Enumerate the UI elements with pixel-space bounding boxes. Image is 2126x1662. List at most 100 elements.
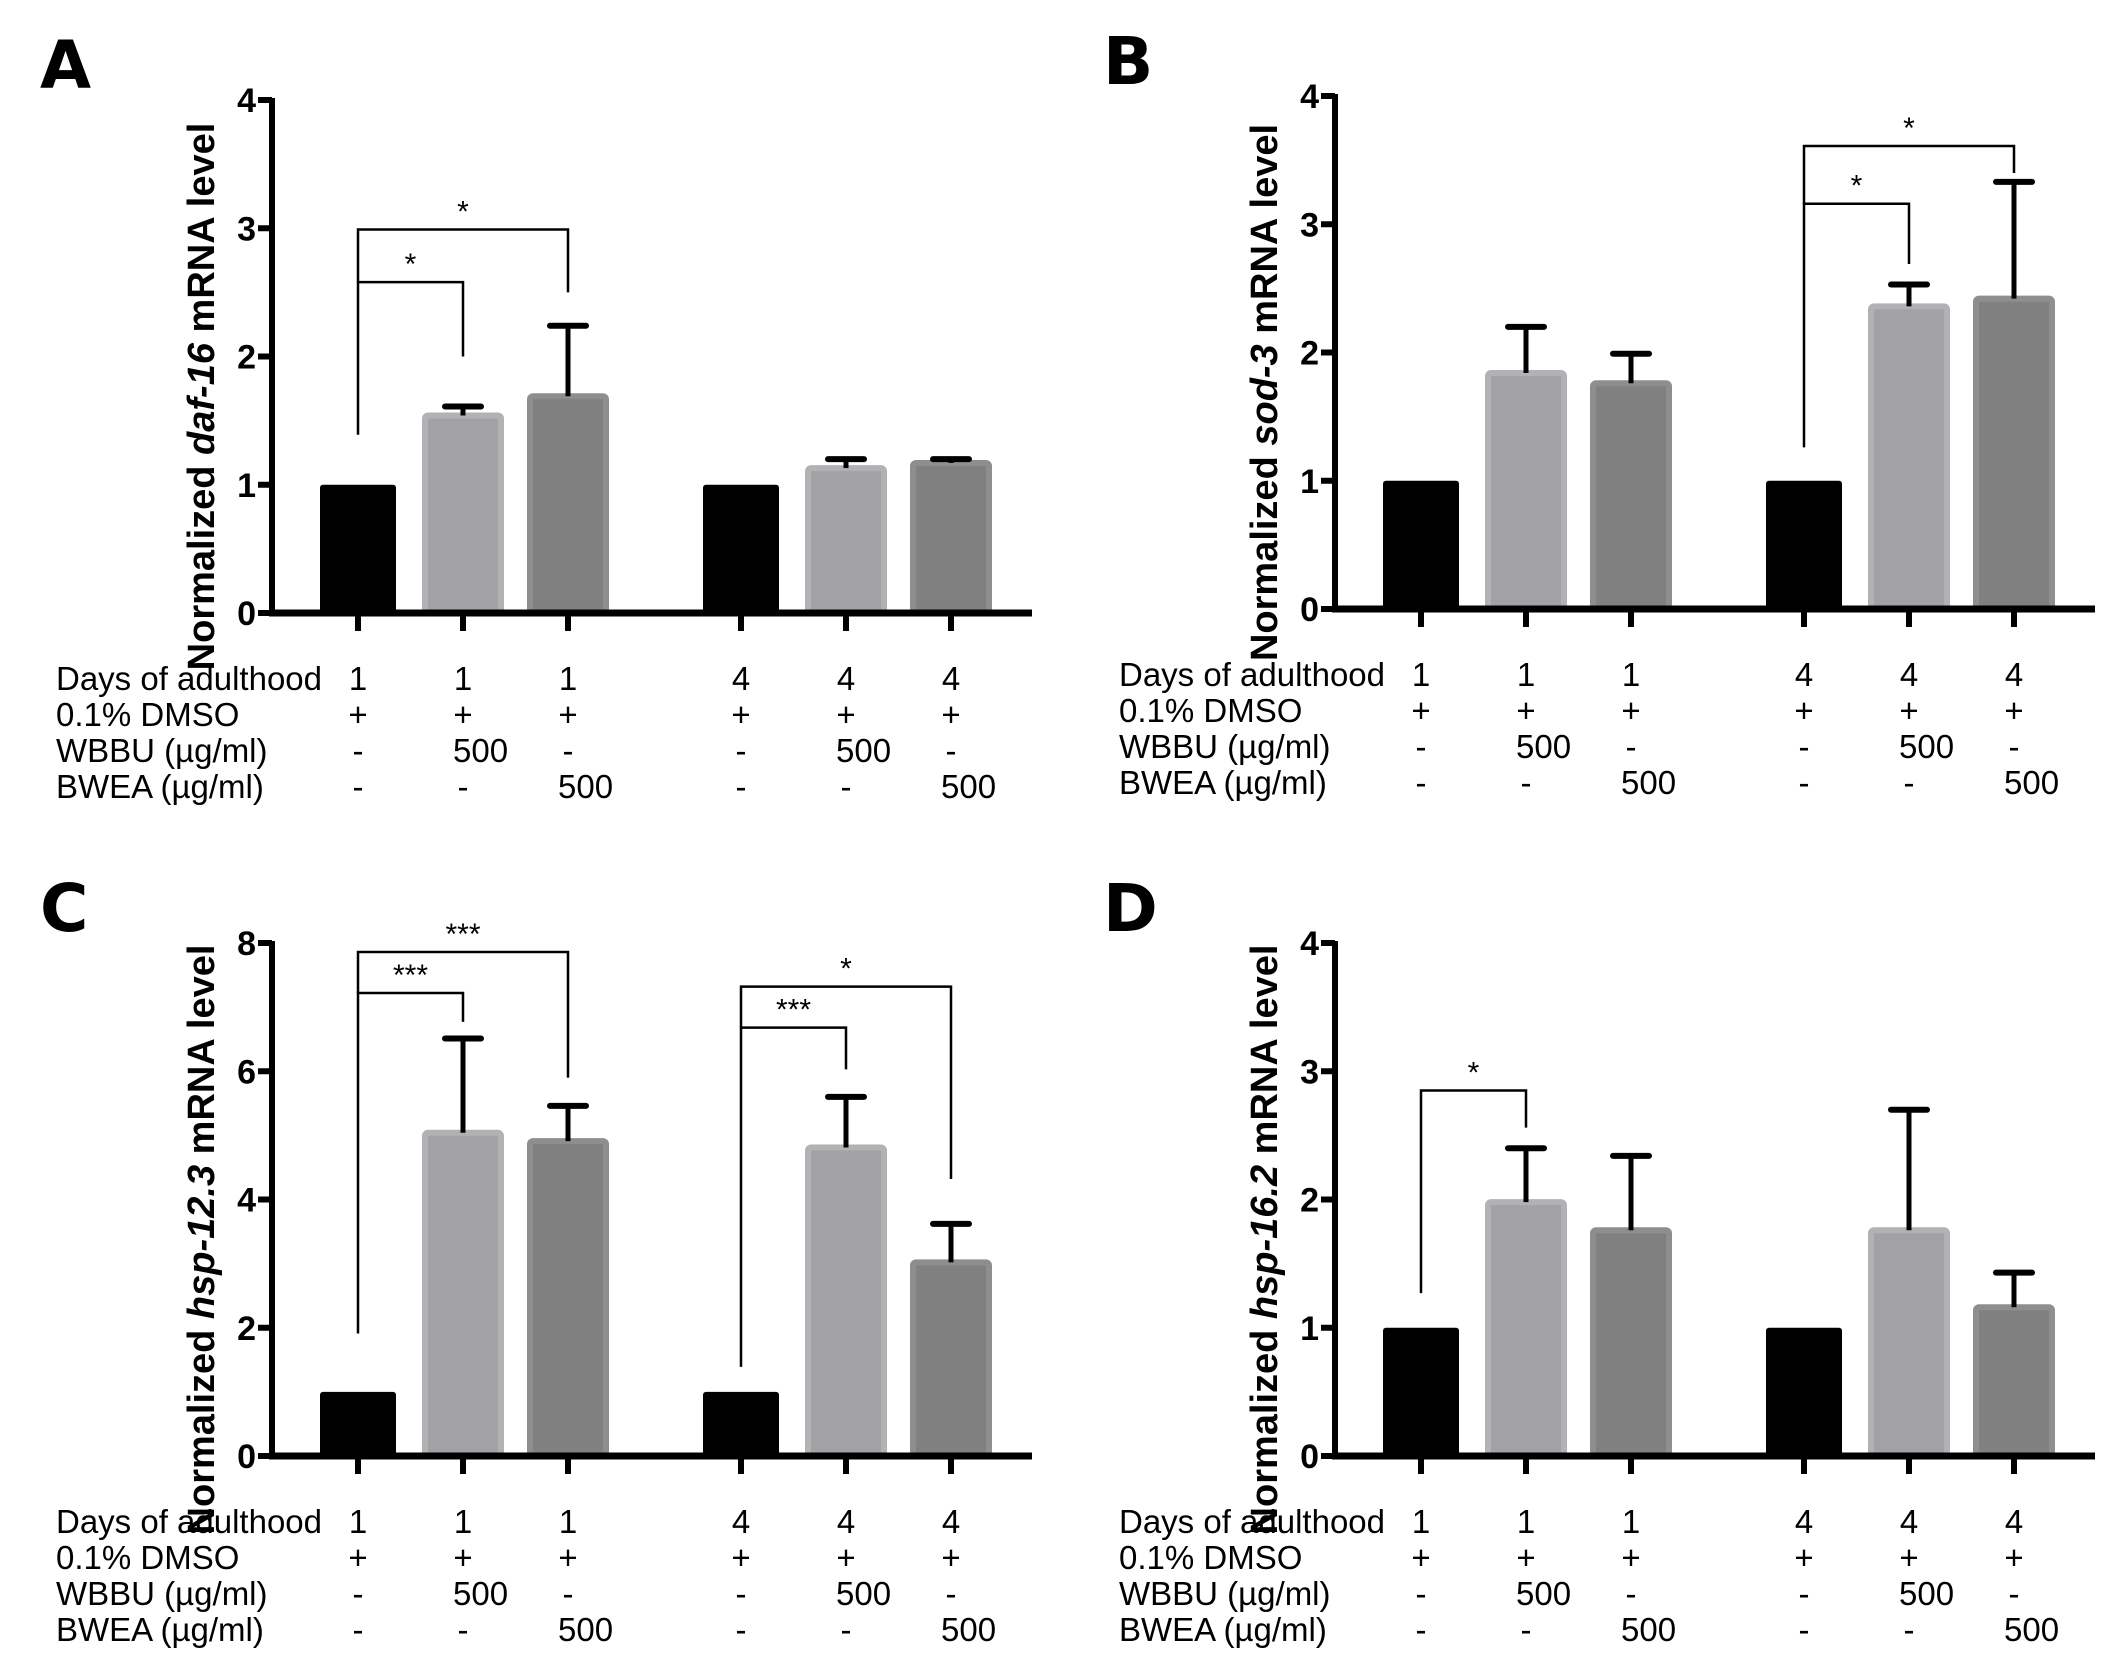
- condition-row-label: BWEA (µg/ml): [56, 768, 264, 805]
- condition-cell: 1: [559, 1503, 577, 1540]
- y-label-prefix: Normalized: [181, 1319, 223, 1534]
- y-tick-label: 4: [1300, 925, 1319, 963]
- condition-cell: 4: [942, 1503, 960, 1540]
- condition-cell: +: [1899, 1539, 1918, 1576]
- condition-cell: +: [453, 696, 472, 733]
- significance-label: *: [1851, 170, 1863, 203]
- significance-label: *: [1468, 1056, 1480, 1089]
- condition-cell: 500: [941, 1611, 996, 1648]
- y-tick-label: 2: [1300, 335, 1319, 373]
- significance-bracket: [356, 950, 570, 1078]
- condition-cell: 500: [1516, 728, 1571, 765]
- y-tick-label: 0: [237, 595, 256, 633]
- y-axis-label: Normalized hsp-12.3 mRNA level: [181, 945, 223, 1535]
- y-tick-label: 1: [1300, 463, 1319, 501]
- bar: [910, 1259, 992, 1459]
- y-label-gene: sod-3: [1244, 344, 1286, 445]
- bar: [1973, 1304, 2055, 1460]
- bar: [703, 484, 779, 613]
- condition-cell: -: [736, 1611, 747, 1648]
- y-tick-label: 0: [1300, 1438, 1319, 1476]
- condition-cell: 4: [1900, 1503, 1918, 1540]
- condition-cell: -: [1416, 1575, 1427, 1612]
- y-label-prefix: Normalized: [1244, 446, 1286, 661]
- condition-cell: -: [841, 768, 852, 805]
- condition-cell: 1: [349, 1503, 367, 1540]
- y-label-prefix: Normalized: [1244, 1319, 1286, 1534]
- y-label-suffix: mRNA level: [1244, 124, 1286, 344]
- condition-cell: +: [1621, 692, 1640, 729]
- condition-cell: -: [563, 1575, 574, 1612]
- panel-b: B Normalized sod-3 mRNA level 0 1 2 3 4 * * Days …: [1103, 23, 2095, 801]
- bar: [527, 1138, 609, 1459]
- condition-cell: -: [1799, 764, 1810, 801]
- condition-cell: 4: [2005, 656, 2023, 693]
- condition-cell: -: [353, 732, 364, 769]
- y-label-gene: hsp-12.3: [181, 1165, 223, 1319]
- bar: [1973, 295, 2055, 612]
- condition-cell: 500: [941, 768, 996, 805]
- bar: [1485, 370, 1567, 612]
- condition-cell: -: [1521, 1611, 1532, 1648]
- bar: [1590, 380, 1672, 612]
- y-tick-label: 1: [237, 467, 256, 505]
- condition-cell: 4: [732, 660, 750, 697]
- bar: [910, 459, 992, 617]
- y-tick-label: 4: [237, 82, 256, 120]
- condition-cell: 4: [732, 1503, 750, 1540]
- condition-row-label: BWEA (µg/ml): [1119, 764, 1327, 801]
- condition-row-label: WBBU (µg/ml): [1119, 1575, 1331, 1612]
- y-label-suffix: mRNA level: [1244, 945, 1286, 1165]
- condition-cell: 500: [836, 732, 891, 769]
- bar: [422, 412, 504, 616]
- condition-cell: -: [1626, 728, 1637, 765]
- bar: [1868, 303, 1950, 612]
- condition-row-label: 0.1% DMSO: [56, 696, 239, 733]
- condition-cell: 1: [559, 660, 577, 697]
- condition-cell: +: [558, 696, 577, 733]
- bar: [320, 1391, 396, 1456]
- significance-label: *: [840, 953, 852, 986]
- condition-cell: +: [1516, 1539, 1535, 1576]
- condition-cell: -: [1904, 1611, 1915, 1648]
- condition-cell: 4: [837, 660, 855, 697]
- bar: [805, 1144, 887, 1459]
- condition-cell: 500: [1621, 1611, 1676, 1648]
- condition-cell: 1: [1622, 656, 1640, 693]
- condition-cell: -: [736, 732, 747, 769]
- condition-cell: +: [836, 1539, 855, 1576]
- condition-cell: -: [1904, 764, 1915, 801]
- significance-bracket: [1802, 202, 1911, 448]
- condition-cell: 500: [453, 732, 508, 769]
- y-tick-label: 4: [237, 1182, 256, 1220]
- condition-cell: 1: [454, 1503, 472, 1540]
- y-axis-label: Normalized daf-16 mRNA level: [181, 123, 223, 671]
- bar: [1590, 1227, 1672, 1459]
- y-tick-label: 1: [1300, 1310, 1319, 1348]
- condition-cell: -: [736, 1575, 747, 1612]
- significance-bracket: [356, 228, 570, 293]
- y-tick-label: 2: [237, 1310, 256, 1348]
- condition-cell: 500: [1621, 764, 1676, 801]
- condition-cell: -: [736, 768, 747, 805]
- y-label-suffix: mRNA level: [181, 945, 223, 1165]
- significance-bracket: [739, 985, 953, 1179]
- condition-cell: 4: [837, 1503, 855, 1540]
- condition-cell: 500: [1899, 728, 1954, 765]
- condition-cell: -: [946, 732, 957, 769]
- y-axis-label: Normalized hsp-16.2 mRNA level: [1244, 945, 1286, 1535]
- condition-cell: 4: [1900, 656, 1918, 693]
- significance-label: ***: [776, 994, 811, 1027]
- condition-cell: -: [563, 732, 574, 769]
- bar: [805, 465, 887, 617]
- condition-cell: 1: [1517, 656, 1535, 693]
- condition-cell: -: [2009, 1575, 2020, 1612]
- condition-cell: 4: [1795, 1503, 1813, 1540]
- condition-cell: 4: [942, 660, 960, 697]
- bar: [1485, 1199, 1567, 1459]
- condition-cell: +: [836, 696, 855, 733]
- condition-cell: -: [841, 1611, 852, 1648]
- condition-cell: -: [2009, 728, 2020, 765]
- panel-d: D Normalized hsp-16.2 mRNA level 0 1 2 3 4 * Day…: [1103, 870, 2095, 1648]
